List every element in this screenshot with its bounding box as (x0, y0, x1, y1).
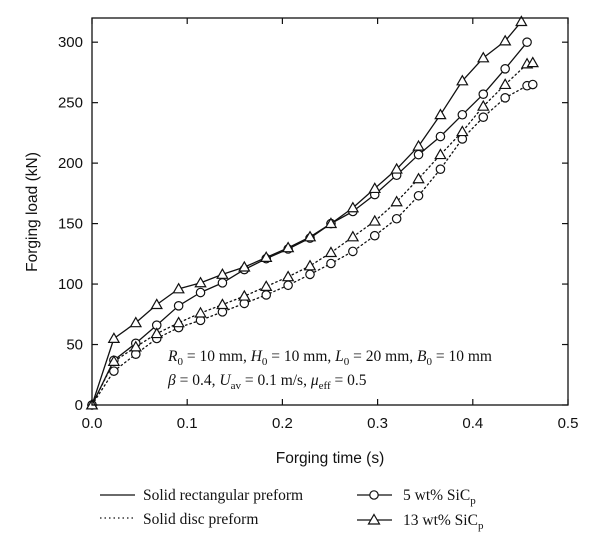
tick-layer: 0.0 0.1 0.2 0.3 0.4 0.5 0 50 100 150 200 250 300 (58, 18, 578, 432)
data-point-circle (435, 164, 446, 174)
x-tick-label: 0.5 (558, 415, 579, 432)
data-point-triangle (129, 316, 143, 328)
data-point-triangle (281, 270, 295, 282)
legend-triangle-label: 13 wt% SiCp (403, 512, 484, 532)
data-point-circle (527, 79, 538, 90)
y-tick-label: 200 (58, 155, 83, 172)
data-point-circle (500, 93, 510, 103)
plot-area: 0.0 0.1 0.2 0.3 0.4 0.5 0 50 100 150 200 250 300 (58, 15, 578, 432)
legend-dotted-label: Solid disc preform (143, 511, 258, 528)
data-point-circle (478, 89, 489, 99)
data-point-circle (457, 109, 468, 120)
data-point-circle (261, 290, 272, 300)
data-point-triangle (456, 74, 469, 86)
legend-solid-label: Solid rectangular preform (143, 487, 303, 504)
data-point-triangle (194, 306, 207, 318)
data-point-circle (195, 287, 206, 298)
y-tick-label: 50 (66, 337, 83, 354)
x-axis-title: Forging time (s) (276, 450, 385, 467)
series-circle-dotted (87, 79, 538, 410)
data-point-triangle (107, 332, 121, 343)
data-point-triangle (477, 51, 490, 63)
plot-frame (91, 17, 569, 406)
data-point-triangle (477, 99, 490, 111)
data-point-triangle (238, 289, 251, 301)
data-point-triangle (303, 230, 317, 242)
data-point-circle (413, 190, 424, 201)
data-point-triangle (129, 340, 143, 352)
annotation-line-1: R0 = 10 mm, H0 = 10 mm, L0 = 20 mm, B0 =… (167, 348, 492, 368)
data-point-triangle (259, 280, 273, 291)
data-point-triangle (346, 201, 360, 213)
data-point-triangle (150, 298, 163, 310)
data-point-triangle (107, 355, 121, 366)
x-tick-label: 0.4 (462, 415, 483, 432)
data-point-circle (283, 280, 293, 291)
data-point-circle (500, 63, 510, 74)
legend: Solid rectangular preform Solid disc pre… (100, 487, 484, 532)
series-line (91, 62, 534, 406)
legend-triangle-marker (367, 513, 381, 525)
data-point-triangle (390, 162, 403, 174)
x-tick-label: 0.3 (367, 415, 388, 432)
series-layer (85, 15, 540, 410)
data-point-circle (217, 278, 228, 288)
data-point-circle (522, 37, 532, 47)
y-tick-label: 250 (58, 95, 83, 112)
data-point-triangle (346, 230, 360, 242)
data-point-circle (369, 230, 380, 241)
data-point-triangle (368, 182, 381, 194)
data-point-triangle (238, 260, 251, 272)
data-point-circle (413, 149, 424, 160)
data-point-triangle (172, 316, 185, 328)
data-point-triangle (281, 241, 295, 253)
data-point-triangle (498, 78, 512, 90)
data-point-triangle (150, 327, 163, 339)
y-tick-label: 300 (58, 34, 83, 51)
y-tick-label: 100 (58, 276, 83, 293)
data-point-triangle (456, 125, 469, 137)
legend-circle-marker (369, 490, 379, 500)
legend-circle-label: 5 wt% SiCp (403, 487, 476, 507)
series-line (91, 83, 534, 406)
data-point-triangle (434, 108, 447, 120)
data-point-triangle (368, 214, 381, 226)
annotation-line-2: β = 0.4, Uav = 0.1 m/s, μeff = 0.5 (167, 372, 367, 392)
data-point-circle (173, 301, 184, 311)
series-triangle-dotted (85, 56, 540, 410)
data-point-triangle (434, 148, 447, 160)
data-point-circle (348, 246, 358, 257)
series-triangle-solid (85, 15, 528, 410)
data-point-triangle (216, 298, 229, 310)
data-point-triangle (172, 282, 185, 294)
data-point-circle (109, 366, 119, 376)
data-point-triangle (216, 267, 229, 279)
x-tick-label: 0.0 (82, 415, 103, 432)
y-tick-label: 150 (58, 216, 83, 233)
data-point-circle (435, 131, 446, 142)
data-point-circle (478, 112, 489, 122)
data-point-triangle (324, 246, 338, 258)
y-tick-label: 0 (75, 397, 83, 414)
data-point-triangle (498, 34, 512, 46)
data-point-circle (326, 258, 336, 269)
data-point-triangle (515, 15, 528, 27)
data-point-triangle (194, 276, 207, 288)
data-point-circle (305, 269, 315, 280)
x-tick-label: 0.1 (177, 415, 198, 432)
data-point-triangle (259, 251, 273, 262)
data-point-triangle (324, 217, 338, 229)
data-point-triangle (526, 56, 540, 68)
data-point-triangle (412, 172, 425, 184)
data-point-triangle (390, 195, 403, 207)
data-point-circle (391, 213, 402, 224)
x-tick-label: 0.2 (272, 415, 293, 432)
chart-annotation: R0 = 10 mm, H0 = 10 mm, L0 = 20 mm, B0 =… (167, 348, 492, 392)
data-point-triangle (303, 259, 317, 271)
data-point-triangle (412, 139, 425, 151)
y-axis-title: Forging load (kN) (24, 152, 41, 272)
